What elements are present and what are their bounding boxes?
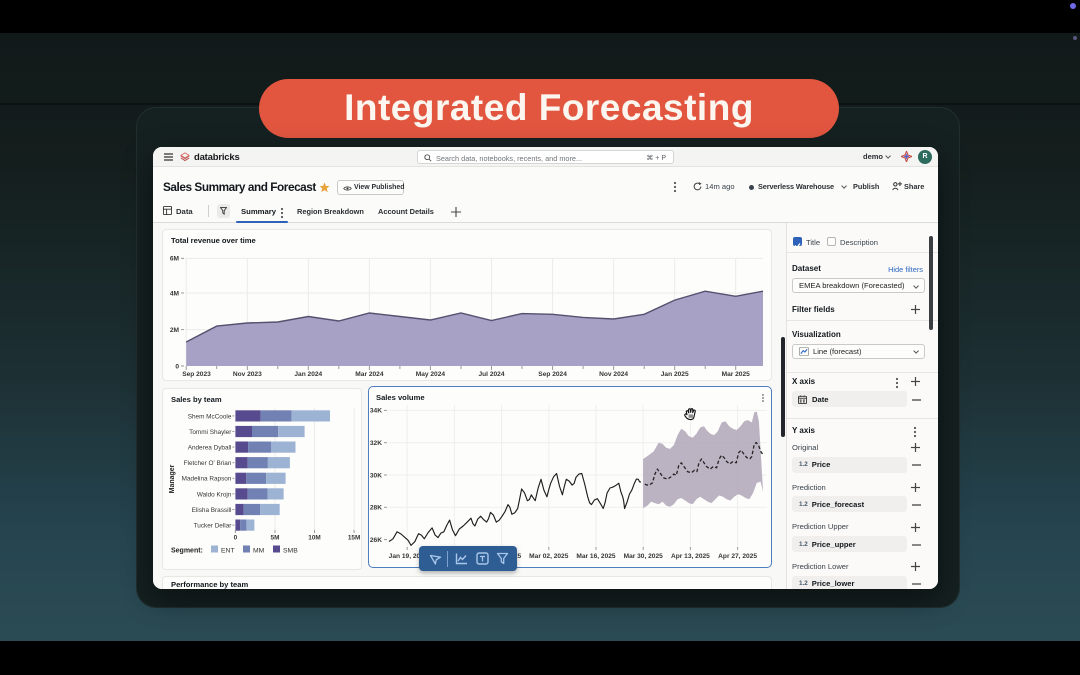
svg-text:Mar 16, 2025: Mar 16, 2025 (576, 553, 616, 560)
svg-text:2M: 2M (170, 327, 180, 334)
svg-text:10M: 10M (308, 535, 320, 542)
svg-text:6M: 6M (170, 256, 180, 263)
svg-text:28K: 28K (370, 505, 382, 512)
svg-text:4M: 4M (170, 290, 180, 297)
svg-text:Jan 2025: Jan 2025 (661, 371, 689, 378)
svg-text:Apr 13, 2025: Apr 13, 2025 (671, 553, 710, 560)
svg-text:Waldo Krojn: Waldo Krojn (197, 491, 232, 498)
svg-text:Nov 2024: Nov 2024 (599, 371, 628, 378)
svg-text:5M: 5M (271, 535, 280, 542)
svg-text:May 2024: May 2024 (416, 371, 446, 378)
svg-text:15M: 15M (348, 535, 360, 542)
svg-text:ENT: ENT (221, 548, 235, 555)
svg-text:SMB: SMB (283, 548, 298, 555)
svg-text:Sep 2024: Sep 2024 (538, 371, 567, 378)
svg-text:Mar 2024: Mar 2024 (355, 371, 384, 378)
svg-text:26K: 26K (370, 537, 382, 544)
svg-text:Apr 27, 2025: Apr 27, 2025 (718, 553, 757, 560)
svg-text:Tucker Dellar: Tucker Dellar (194, 523, 233, 530)
svg-text:Jul 2024: Jul 2024 (478, 371, 504, 378)
svg-text:Jan 2024: Jan 2024 (294, 371, 322, 378)
svg-text:Sep 2023: Sep 2023 (182, 371, 211, 378)
svg-text:Madelina Rapson: Madelina Rapson (182, 476, 232, 483)
svg-text:Anderea Dyball: Anderea Dyball (188, 445, 232, 452)
svg-text:Mar 30, 2025: Mar 30, 2025 (624, 553, 664, 560)
svg-text:Shem McCoole: Shem McCoole (188, 413, 232, 420)
svg-text:Manager: Manager (169, 464, 176, 493)
svg-text:0: 0 (175, 363, 179, 370)
svg-text:MM: MM (253, 548, 265, 555)
svg-text:Elisha Brassill: Elisha Brassill (192, 507, 232, 514)
svg-text:Jan 19, 20...: Jan 19, 20... (389, 553, 426, 560)
svg-text:34K: 34K (370, 408, 382, 415)
svg-text:Mar 02, 2025: Mar 02, 2025 (529, 553, 569, 560)
svg-text:Nov 2023: Nov 2023 (233, 371, 262, 378)
svg-text:Fletcher O' Brian: Fletcher O' Brian (184, 460, 232, 467)
svg-text:Segment:: Segment: (171, 548, 203, 555)
svg-text:0: 0 (234, 535, 238, 542)
svg-text:Tommi Shayler: Tommi Shayler (189, 429, 232, 436)
svg-text:30K: 30K (370, 472, 382, 479)
svg-text:Mar 2025: Mar 2025 (722, 371, 751, 378)
svg-text:32K: 32K (370, 440, 382, 447)
